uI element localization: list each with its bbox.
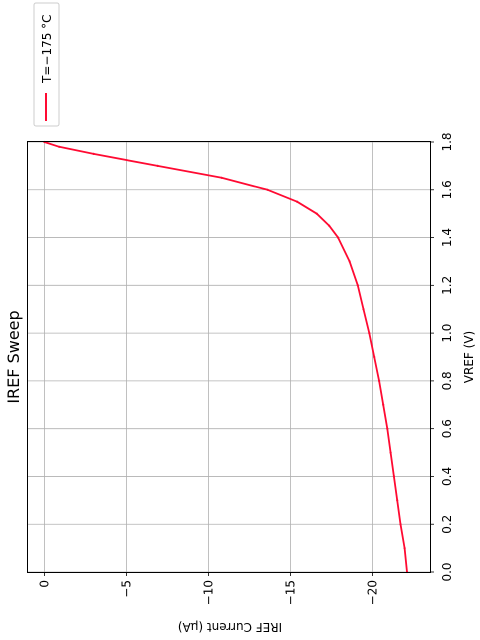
x-axis-label: VREF (V): [462, 331, 476, 383]
data-point: [386, 427, 389, 430]
legend: T=−175 °C: [33, 2, 60, 127]
x-tick-label: 1.2: [440, 276, 454, 295]
data-point: [356, 284, 359, 287]
legend-frame: [33, 2, 60, 127]
data-point: [328, 224, 331, 227]
x-tick-label: 1.8: [440, 132, 454, 151]
series-line-0: [44, 141, 408, 573]
chart-title: IREF Sweep: [4, 310, 23, 403]
data-point: [156, 164, 159, 167]
y-axis-label: IREF Current (µA): [178, 620, 282, 634]
data-point: [396, 499, 399, 502]
data-point: [296, 200, 299, 203]
x-tick-label: 1.4: [440, 228, 454, 247]
y-tick-label: 0: [37, 580, 51, 588]
grid: [28, 141, 430, 573]
data-point: [92, 152, 95, 155]
data-point: [378, 379, 381, 382]
data-point: [373, 355, 376, 359]
x-tick-label: 1.6: [440, 180, 454, 199]
data-point: [315, 212, 318, 215]
data-point: [220, 176, 223, 179]
data-point: [392, 475, 395, 478]
data-point: [266, 188, 269, 191]
data-point: [389, 451, 392, 454]
series-layer: [43, 140, 409, 574]
y-tick-label: −20: [366, 580, 380, 605]
x-tick-label: 0.8: [440, 371, 454, 390]
data-point: [399, 523, 402, 526]
data-point: [348, 260, 351, 263]
y-axis: 0 −5 −10 −15 −20: [37, 572, 380, 605]
x-tick-label: 0.2: [440, 515, 454, 534]
x-tick-label: 0.4: [440, 467, 454, 486]
x-tick-label: 0.0: [440, 562, 454, 581]
x-tick-label: 1.0: [440, 324, 454, 343]
data-point: [368, 332, 371, 335]
data-point: [58, 145, 61, 148]
x-tick-label: 0.6: [440, 419, 454, 438]
plot-frame: [27, 141, 431, 573]
y-tick-label: −5: [119, 580, 133, 598]
x-axis: 0.0 0.2 0.4 0.6 0.8 1.0 1.2 1.4 1.6 1.8: [430, 132, 454, 582]
data-point: [382, 403, 385, 406]
data-point: [337, 236, 340, 239]
data-point: [403, 547, 406, 550]
data-point: [362, 308, 365, 311]
legend-entry-label: T=−175 °C: [40, 14, 54, 84]
y-tick-label: −10: [201, 580, 215, 605]
y-tick-label: −15: [284, 580, 298, 605]
